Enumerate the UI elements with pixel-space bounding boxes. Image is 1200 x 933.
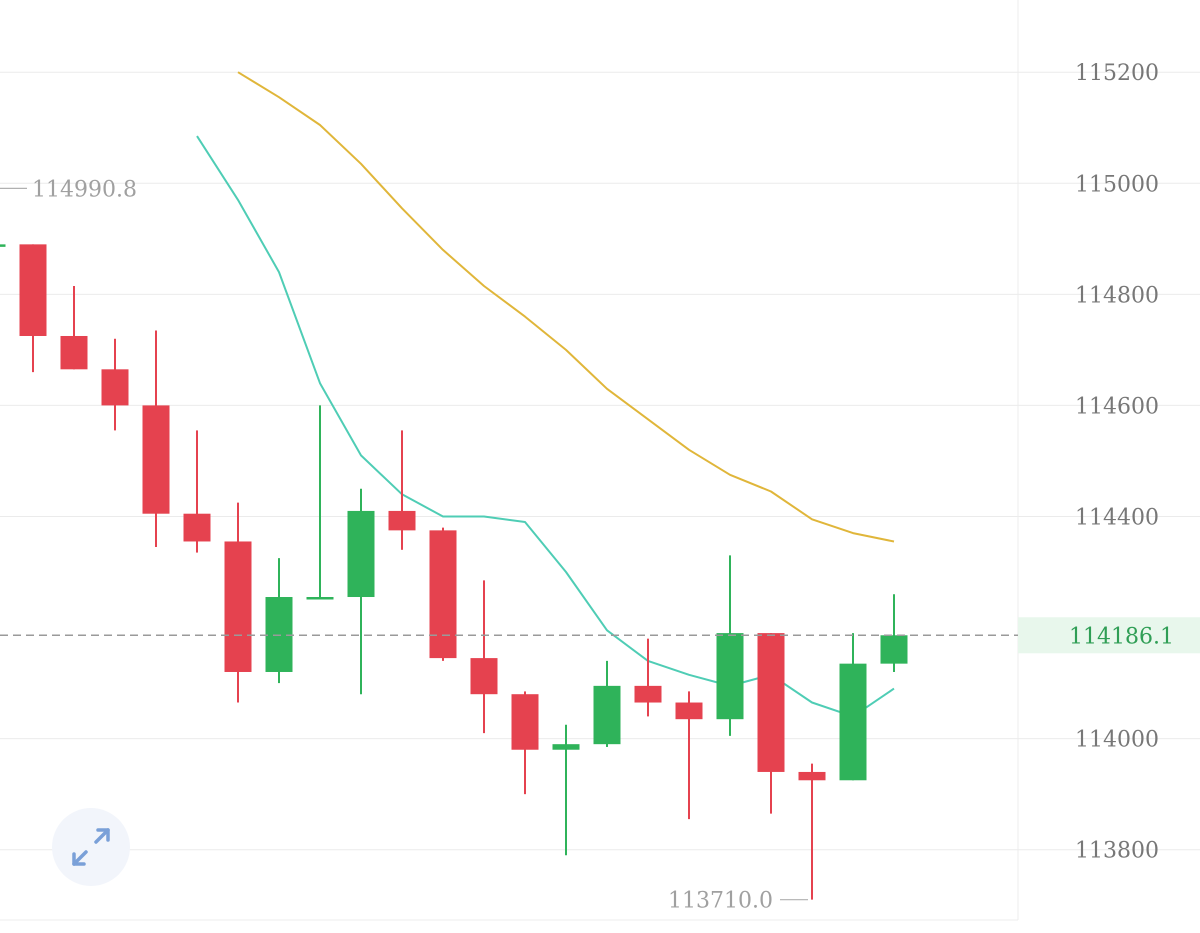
candle-body	[511, 694, 539, 750]
y-tick-label: 115200	[1075, 61, 1159, 86]
candle	[347, 488, 375, 695]
candle-body	[757, 633, 785, 772]
candle-body	[347, 510, 375, 598]
candle	[839, 633, 867, 781]
y-tick-label: 113800	[1075, 839, 1159, 864]
candle-body	[716, 633, 744, 720]
candle	[716, 555, 744, 736]
candle	[101, 338, 129, 431]
moving-average-line-1	[196, 135, 895, 718]
y-tick-label: 114400	[1075, 505, 1159, 530]
candle-body	[19, 244, 47, 336]
candle-body	[880, 635, 908, 664]
candle	[0, 244, 6, 247]
candles	[0, 244, 908, 900]
expand-arrows-icon	[72, 828, 110, 866]
candle	[634, 638, 662, 717]
candle	[224, 502, 252, 703]
candle-body	[839, 663, 867, 781]
fullscreen-button[interactable]	[52, 808, 130, 886]
candle-body	[593, 685, 621, 745]
candle-body	[101, 369, 129, 406]
candle-body	[60, 335, 88, 370]
moving-average-line-2	[237, 71, 895, 543]
candle	[306, 405, 334, 600]
candle-body	[142, 405, 170, 514]
candle	[142, 330, 170, 548]
last-price-label: 114186.1	[1069, 624, 1174, 649]
y-tick-label: 114800	[1075, 283, 1159, 308]
candle-body	[675, 702, 703, 720]
candle-body	[634, 685, 662, 703]
y-tick-label: 115000	[1075, 172, 1159, 197]
moving-average-lines	[196, 71, 895, 718]
candle	[388, 430, 416, 550]
candle-body	[0, 244, 6, 247]
candle	[880, 594, 908, 672]
low-annotation: 113710.0	[668, 889, 773, 914]
y-tick-label: 114000	[1075, 728, 1159, 753]
candle	[19, 244, 47, 373]
high-annotation: 114990.8	[32, 177, 137, 202]
last-price-tag	[1018, 617, 1200, 654]
candle	[470, 580, 498, 734]
candle-body	[183, 513, 211, 542]
last-price-marker: 114186.1	[0, 617, 1200, 654]
candle	[60, 286, 88, 370]
candle	[265, 558, 293, 684]
candle	[675, 691, 703, 820]
y-axis-ticks: 115200 115000 114800 114600 114400 114000 1138…	[1075, 61, 1159, 864]
candle	[798, 763, 826, 900]
candle	[593, 660, 621, 747]
candle-body	[224, 541, 252, 672]
candle-body	[429, 530, 457, 659]
candle-body	[265, 597, 293, 672]
candle	[511, 691, 539, 795]
candle-body	[388, 510, 416, 531]
candle	[757, 633, 785, 814]
candle	[429, 527, 457, 661]
y-tick-label: 114600	[1075, 394, 1159, 419]
candle-body	[798, 771, 826, 781]
candle	[552, 724, 580, 856]
candle-body	[470, 658, 498, 695]
price-annotations: 114990.8 113710.0	[0, 177, 808, 914]
candle	[183, 430, 211, 553]
candle-body	[552, 744, 580, 750]
candle-body	[306, 597, 334, 600]
